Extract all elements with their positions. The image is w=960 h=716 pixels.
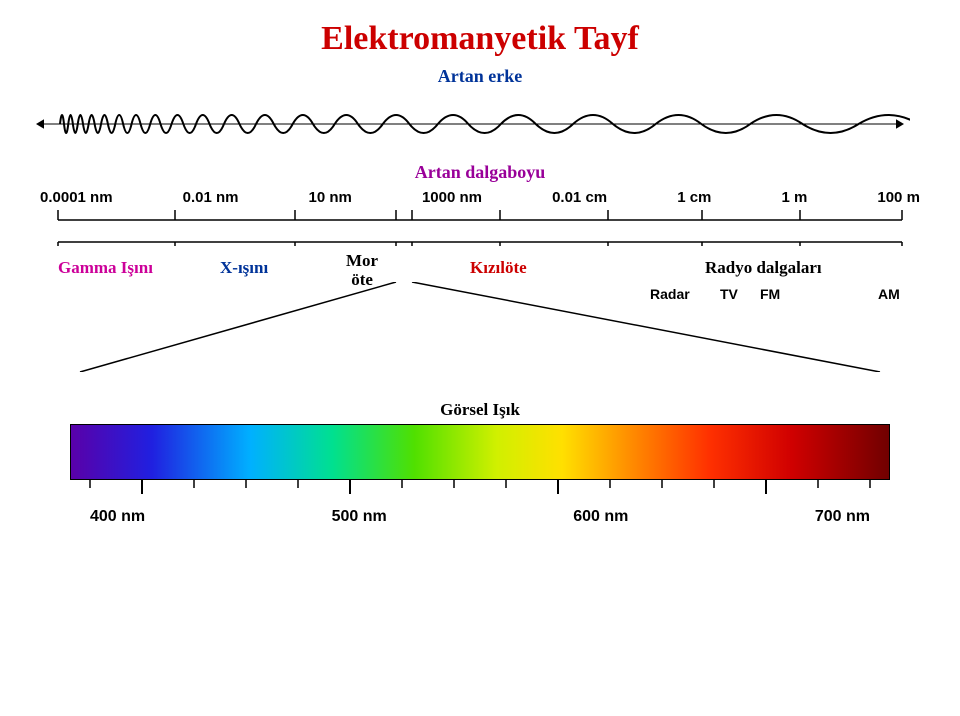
visible-label: 600 nm [573, 508, 628, 526]
subtitle-wavelength: Artan dalgaboyu [30, 162, 930, 183]
scale-label: 10 nm [309, 189, 352, 206]
scale-label: 100 m [877, 189, 920, 206]
spectrum-regions: Gamma Işını X-ışını Moröte Kızılöte Radyo da… [40, 252, 920, 312]
scale-label: 0.01 nm [183, 189, 239, 206]
scale-label: 0.0001 nm [40, 189, 113, 206]
subtitle-energy: Artan erke [30, 66, 930, 87]
visible-ticks [70, 480, 890, 496]
visible-label: 400 nm [90, 508, 145, 526]
visible-label: 700 nm [815, 508, 870, 526]
radio-sub-label: FM [760, 286, 780, 302]
radio-sub-label: AM [878, 286, 900, 302]
radio-sub-label: Radar [650, 286, 690, 302]
scale-label: 1 m [781, 189, 807, 206]
scale-label: 0.01 cm [552, 189, 607, 206]
page-title: Elektromanyetik Tayf [30, 20, 930, 58]
visible-light-title: Görsel Işık [30, 400, 930, 420]
region-label: Gamma Işını [58, 258, 153, 278]
wave-diagram [30, 89, 910, 159]
visible-spectrum [70, 424, 890, 480]
region-label: X-ışını [220, 258, 268, 278]
scale-label: 1 cm [677, 189, 711, 206]
wavelength-scale-labels: 0.0001 nm 0.01 nm 10 nm 1000 nm 0.01 cm 1 cm 1… [40, 189, 920, 206]
scale-ticks [40, 208, 920, 252]
visible-wavelength-labels: 400 nm 500 nm 600 nm 700 nm [90, 508, 870, 526]
region-label: Moröte [346, 252, 378, 289]
region-label: Kızılöte [470, 258, 527, 278]
scale-label: 1000 nm [422, 189, 482, 206]
visible-label: 500 nm [332, 508, 387, 526]
radio-sub-label: TV [720, 286, 738, 302]
region-label: Radyo dalgaları [705, 258, 822, 278]
